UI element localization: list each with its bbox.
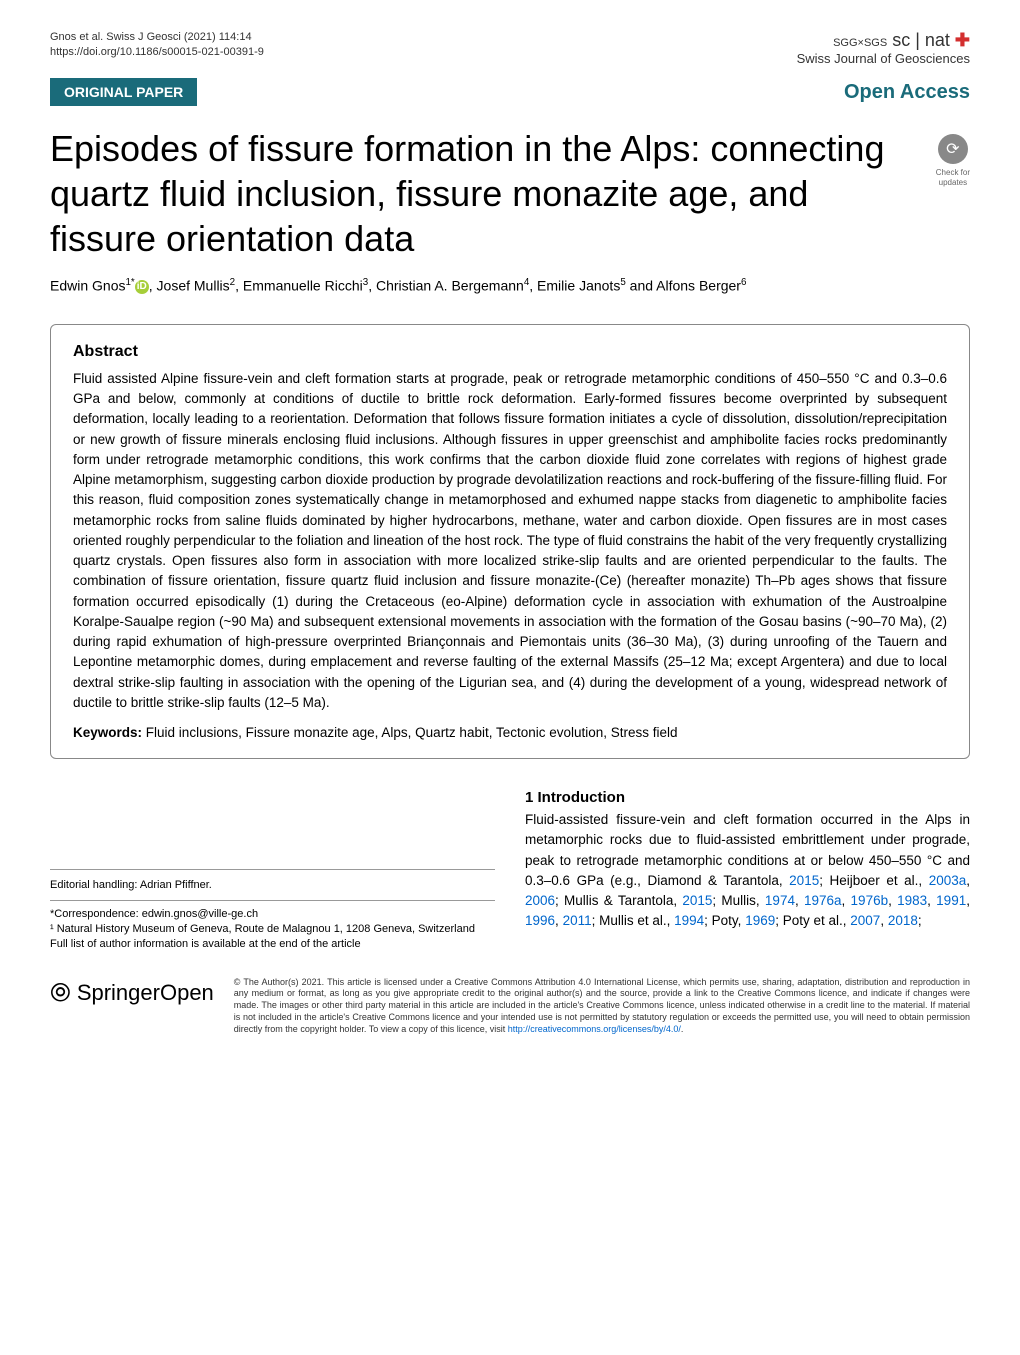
right-column: 1 Introduction Fluid-assisted fissure-ve… bbox=[525, 789, 970, 953]
springer-text: SpringerOpen bbox=[77, 980, 214, 1006]
citation-info: Gnos et al. Swiss J Geosci (2021) 114:14… bbox=[50, 30, 264, 61]
title-row: Episodes of fissure formation in the Alp… bbox=[50, 126, 970, 277]
two-column-layout: Editorial handling: Adrian Pfiffner. *Co… bbox=[50, 789, 970, 953]
left-column: Editorial handling: Adrian Pfiffner. *Co… bbox=[50, 789, 495, 953]
article-title: Episodes of fissure formation in the Alp… bbox=[50, 126, 916, 261]
keywords-label: Keywords: bbox=[73, 725, 142, 740]
introduction-heading: 1 Introduction bbox=[525, 789, 970, 806]
affiliation: ¹ Natural History Museum of Geneva, Rout… bbox=[50, 922, 495, 937]
orcid-icon[interactable]: iD bbox=[135, 280, 149, 294]
abstract-text: Fluid assisted Alpine fissure-vein and c… bbox=[73, 369, 947, 713]
citation-line1: Gnos et al. Swiss J Geosci (2021) 114:14 bbox=[50, 30, 264, 45]
header-top: Gnos et al. Swiss J Geosci (2021) 114:14… bbox=[50, 30, 970, 66]
check-updates-text: Check for updates bbox=[936, 168, 970, 187]
abstract-heading: Abstract bbox=[73, 343, 947, 361]
journal-name: Swiss Journal of Geosciences bbox=[797, 51, 970, 66]
license-url-link[interactable]: http://creativecommons.org/licenses/by/4… bbox=[508, 1024, 681, 1034]
springer-icon: ⦾ bbox=[50, 977, 71, 1009]
paper-type-badge: ORIGINAL PAPER bbox=[50, 78, 197, 106]
check-updates-icon: ⟳ bbox=[938, 134, 968, 164]
license-text: © The Author(s) 2021. This article is li… bbox=[234, 977, 970, 1035]
introduction-text: Fluid-assisted fissure-vein and cleft fo… bbox=[525, 810, 970, 932]
editorial-handling: Editorial handling: Adrian Pfiffner. bbox=[50, 878, 495, 893]
open-access-label: Open Access bbox=[844, 81, 970, 104]
keywords-text: Fluid inclusions, Fissure monazite age, … bbox=[146, 725, 678, 740]
journal-logo: SGG×SGS sc | nat ✚ Swiss Journal of Geos… bbox=[797, 30, 970, 66]
footer-notes: Editorial handling: Adrian Pfiffner. *Co… bbox=[50, 869, 495, 953]
journal-logo-text: SGG×SGS sc | nat ✚ bbox=[797, 30, 970, 51]
full-author-list-note: Full list of author information is avail… bbox=[50, 937, 495, 952]
abstract-box: Abstract Fluid assisted Alpine fissure-v… bbox=[50, 324, 970, 759]
springer-logo: ⦾ SpringerOpen bbox=[50, 977, 214, 1009]
correspondence: *Correspondence: edwin.gnos@ville-ge.ch bbox=[50, 907, 495, 922]
check-updates-widget[interactable]: ⟳ Check for updates bbox=[936, 134, 970, 187]
keywords-line: Keywords: Fluid inclusions, Fissure mona… bbox=[73, 725, 947, 740]
header-bar: ORIGINAL PAPER Open Access bbox=[50, 78, 970, 106]
citation-line2: https://doi.org/10.1186/s00015-021-00391… bbox=[50, 45, 264, 60]
bottom-section: ⦾ SpringerOpen © The Author(s) 2021. Thi… bbox=[50, 977, 970, 1035]
authors-line: Edwin Gnos1*iD, Josef Mullis2, Emmanuell… bbox=[50, 277, 970, 294]
